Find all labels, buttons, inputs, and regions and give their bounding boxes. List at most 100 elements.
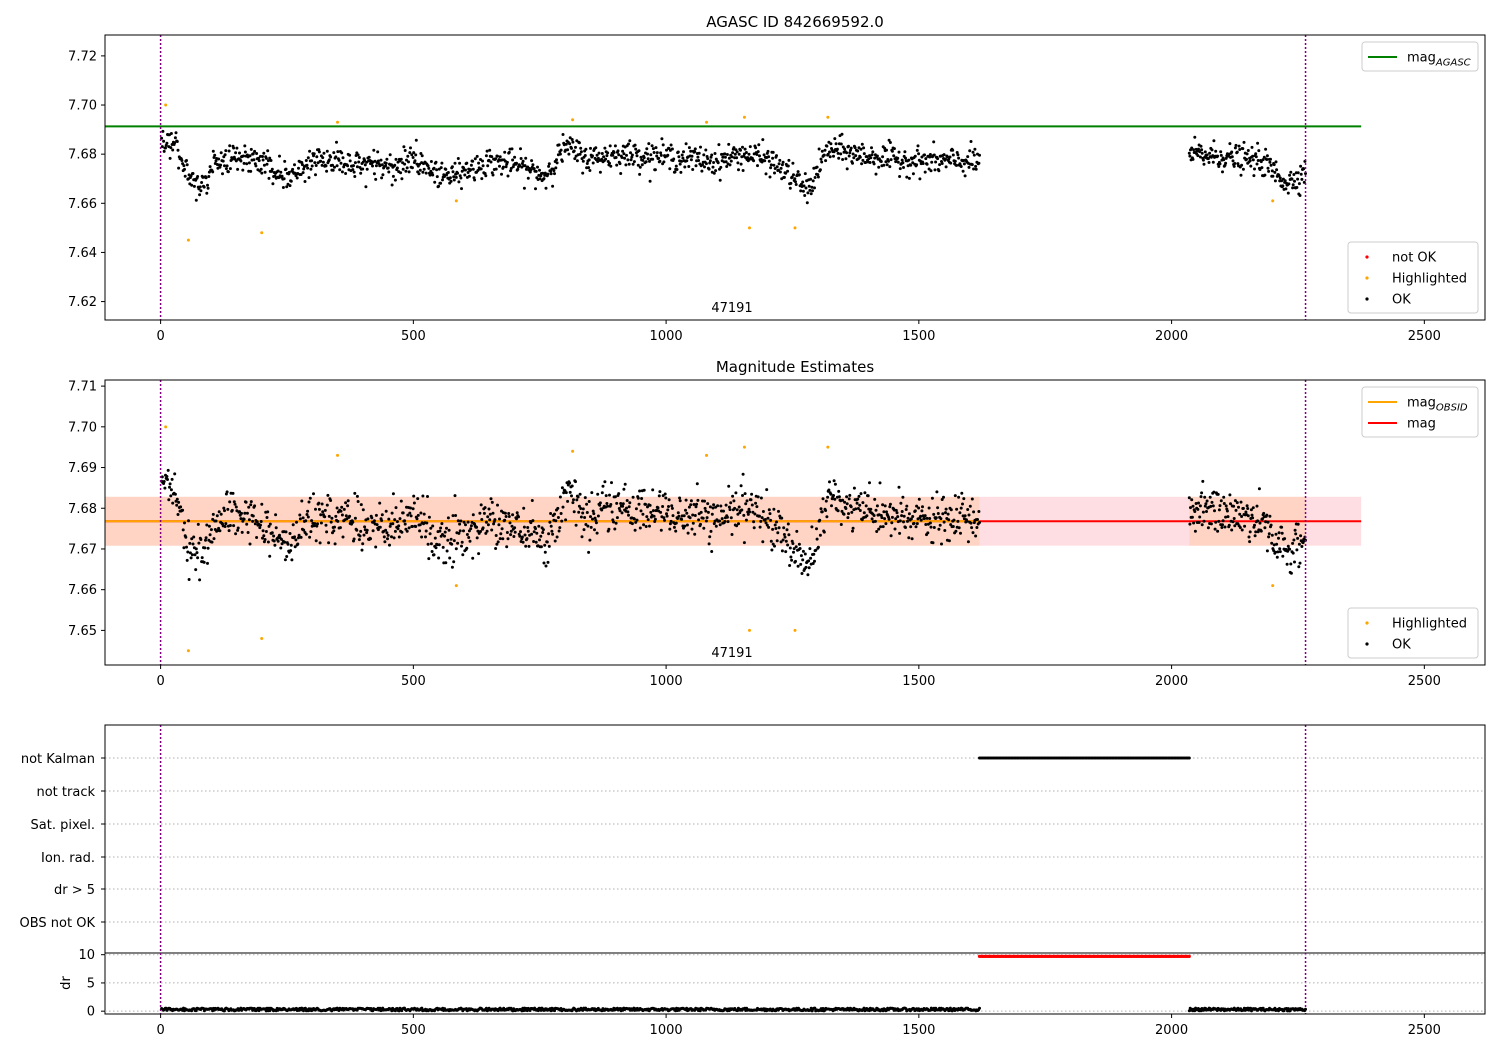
ok-point xyxy=(340,505,344,509)
ok-point xyxy=(803,172,807,176)
ok-point xyxy=(424,535,427,539)
ok-point xyxy=(1294,532,1298,536)
ok-point xyxy=(262,534,266,538)
ok-point xyxy=(1299,164,1303,168)
ok-point xyxy=(863,491,867,495)
ok-point xyxy=(236,167,240,171)
ok-point xyxy=(460,544,463,548)
ok-point xyxy=(1203,150,1207,154)
ok-point xyxy=(1296,177,1300,181)
ok-point xyxy=(730,533,734,536)
ok-point xyxy=(262,151,266,155)
ok-point xyxy=(371,529,375,533)
ok-point xyxy=(280,174,284,178)
ok-point xyxy=(452,560,456,564)
ok-point xyxy=(327,541,331,545)
ok-point xyxy=(204,176,208,180)
ok-point xyxy=(357,156,361,159)
ok-point xyxy=(889,158,893,162)
ok-point xyxy=(384,161,388,165)
ok-point xyxy=(883,146,887,150)
ok-point xyxy=(735,508,739,512)
ok-point xyxy=(610,510,614,514)
ok-point xyxy=(245,522,249,526)
ok-point xyxy=(300,499,304,503)
ok-point xyxy=(1200,151,1204,155)
ok-point xyxy=(294,538,298,542)
ok-point xyxy=(731,494,735,498)
ok-point xyxy=(440,161,444,165)
ok-point xyxy=(1280,531,1284,535)
ok-point xyxy=(845,502,849,506)
panel2-title: Magnitude Estimates xyxy=(716,358,874,376)
ok-point xyxy=(1259,529,1263,533)
ok-point xyxy=(928,155,932,159)
ok-point xyxy=(942,153,946,157)
ok-point xyxy=(223,509,226,513)
ok-point xyxy=(538,168,541,172)
ok-point xyxy=(450,565,454,569)
ok-point xyxy=(1187,151,1191,155)
ok-point xyxy=(299,535,303,539)
ok-point xyxy=(847,144,850,148)
dr-clipped-point xyxy=(1187,954,1191,958)
ok-point xyxy=(755,153,759,156)
ok-point xyxy=(390,511,394,515)
ok-point xyxy=(203,546,207,550)
ok-point xyxy=(414,525,418,528)
ok-point xyxy=(481,159,484,163)
ok-point xyxy=(1200,523,1204,527)
ok-point xyxy=(459,176,463,180)
ok-point xyxy=(370,516,374,520)
ok-point xyxy=(538,177,542,181)
ok-point xyxy=(872,162,876,166)
ok-point xyxy=(498,164,501,168)
ok-point xyxy=(1240,528,1244,532)
flag-row-label: not track xyxy=(36,785,95,800)
ok-point xyxy=(380,163,384,167)
ok-point xyxy=(473,157,477,161)
ok-point xyxy=(907,176,911,180)
ok-point xyxy=(906,516,910,520)
ok-point xyxy=(1263,173,1267,177)
ok-point xyxy=(789,555,793,559)
ok-point xyxy=(208,165,212,169)
ok-point xyxy=(661,494,665,498)
ok-point xyxy=(627,513,630,517)
ok-point xyxy=(885,510,888,514)
ok-point xyxy=(253,504,257,508)
ok-point xyxy=(665,514,669,518)
ok-point xyxy=(662,516,666,520)
ok-point xyxy=(583,496,587,500)
ok-point xyxy=(323,508,327,512)
ok-point xyxy=(414,138,418,142)
ok-point xyxy=(828,150,831,154)
ok-point xyxy=(417,172,421,176)
ok-point xyxy=(449,537,453,541)
ok-point xyxy=(723,155,727,159)
ok-point xyxy=(1252,174,1256,178)
ok-point xyxy=(672,525,676,529)
ok-point xyxy=(249,503,253,507)
ok-point xyxy=(340,151,344,155)
ok-point xyxy=(697,151,701,155)
ok-point xyxy=(1191,504,1195,508)
ok-point xyxy=(531,163,535,167)
ok-point xyxy=(752,159,756,163)
ok-point xyxy=(205,523,209,527)
ok-point xyxy=(811,179,815,183)
ok-point xyxy=(542,561,546,565)
ok-point xyxy=(813,176,817,179)
ok-point xyxy=(314,173,317,177)
ok-point xyxy=(403,162,407,166)
ok-point xyxy=(668,522,672,526)
ok-point xyxy=(948,155,952,159)
ok-point xyxy=(484,174,488,178)
ok-point xyxy=(646,157,650,161)
ok-point xyxy=(190,553,194,557)
ok-point xyxy=(219,163,223,167)
ok-point xyxy=(694,164,698,168)
ok-point xyxy=(568,136,572,140)
ok-point xyxy=(232,146,236,150)
